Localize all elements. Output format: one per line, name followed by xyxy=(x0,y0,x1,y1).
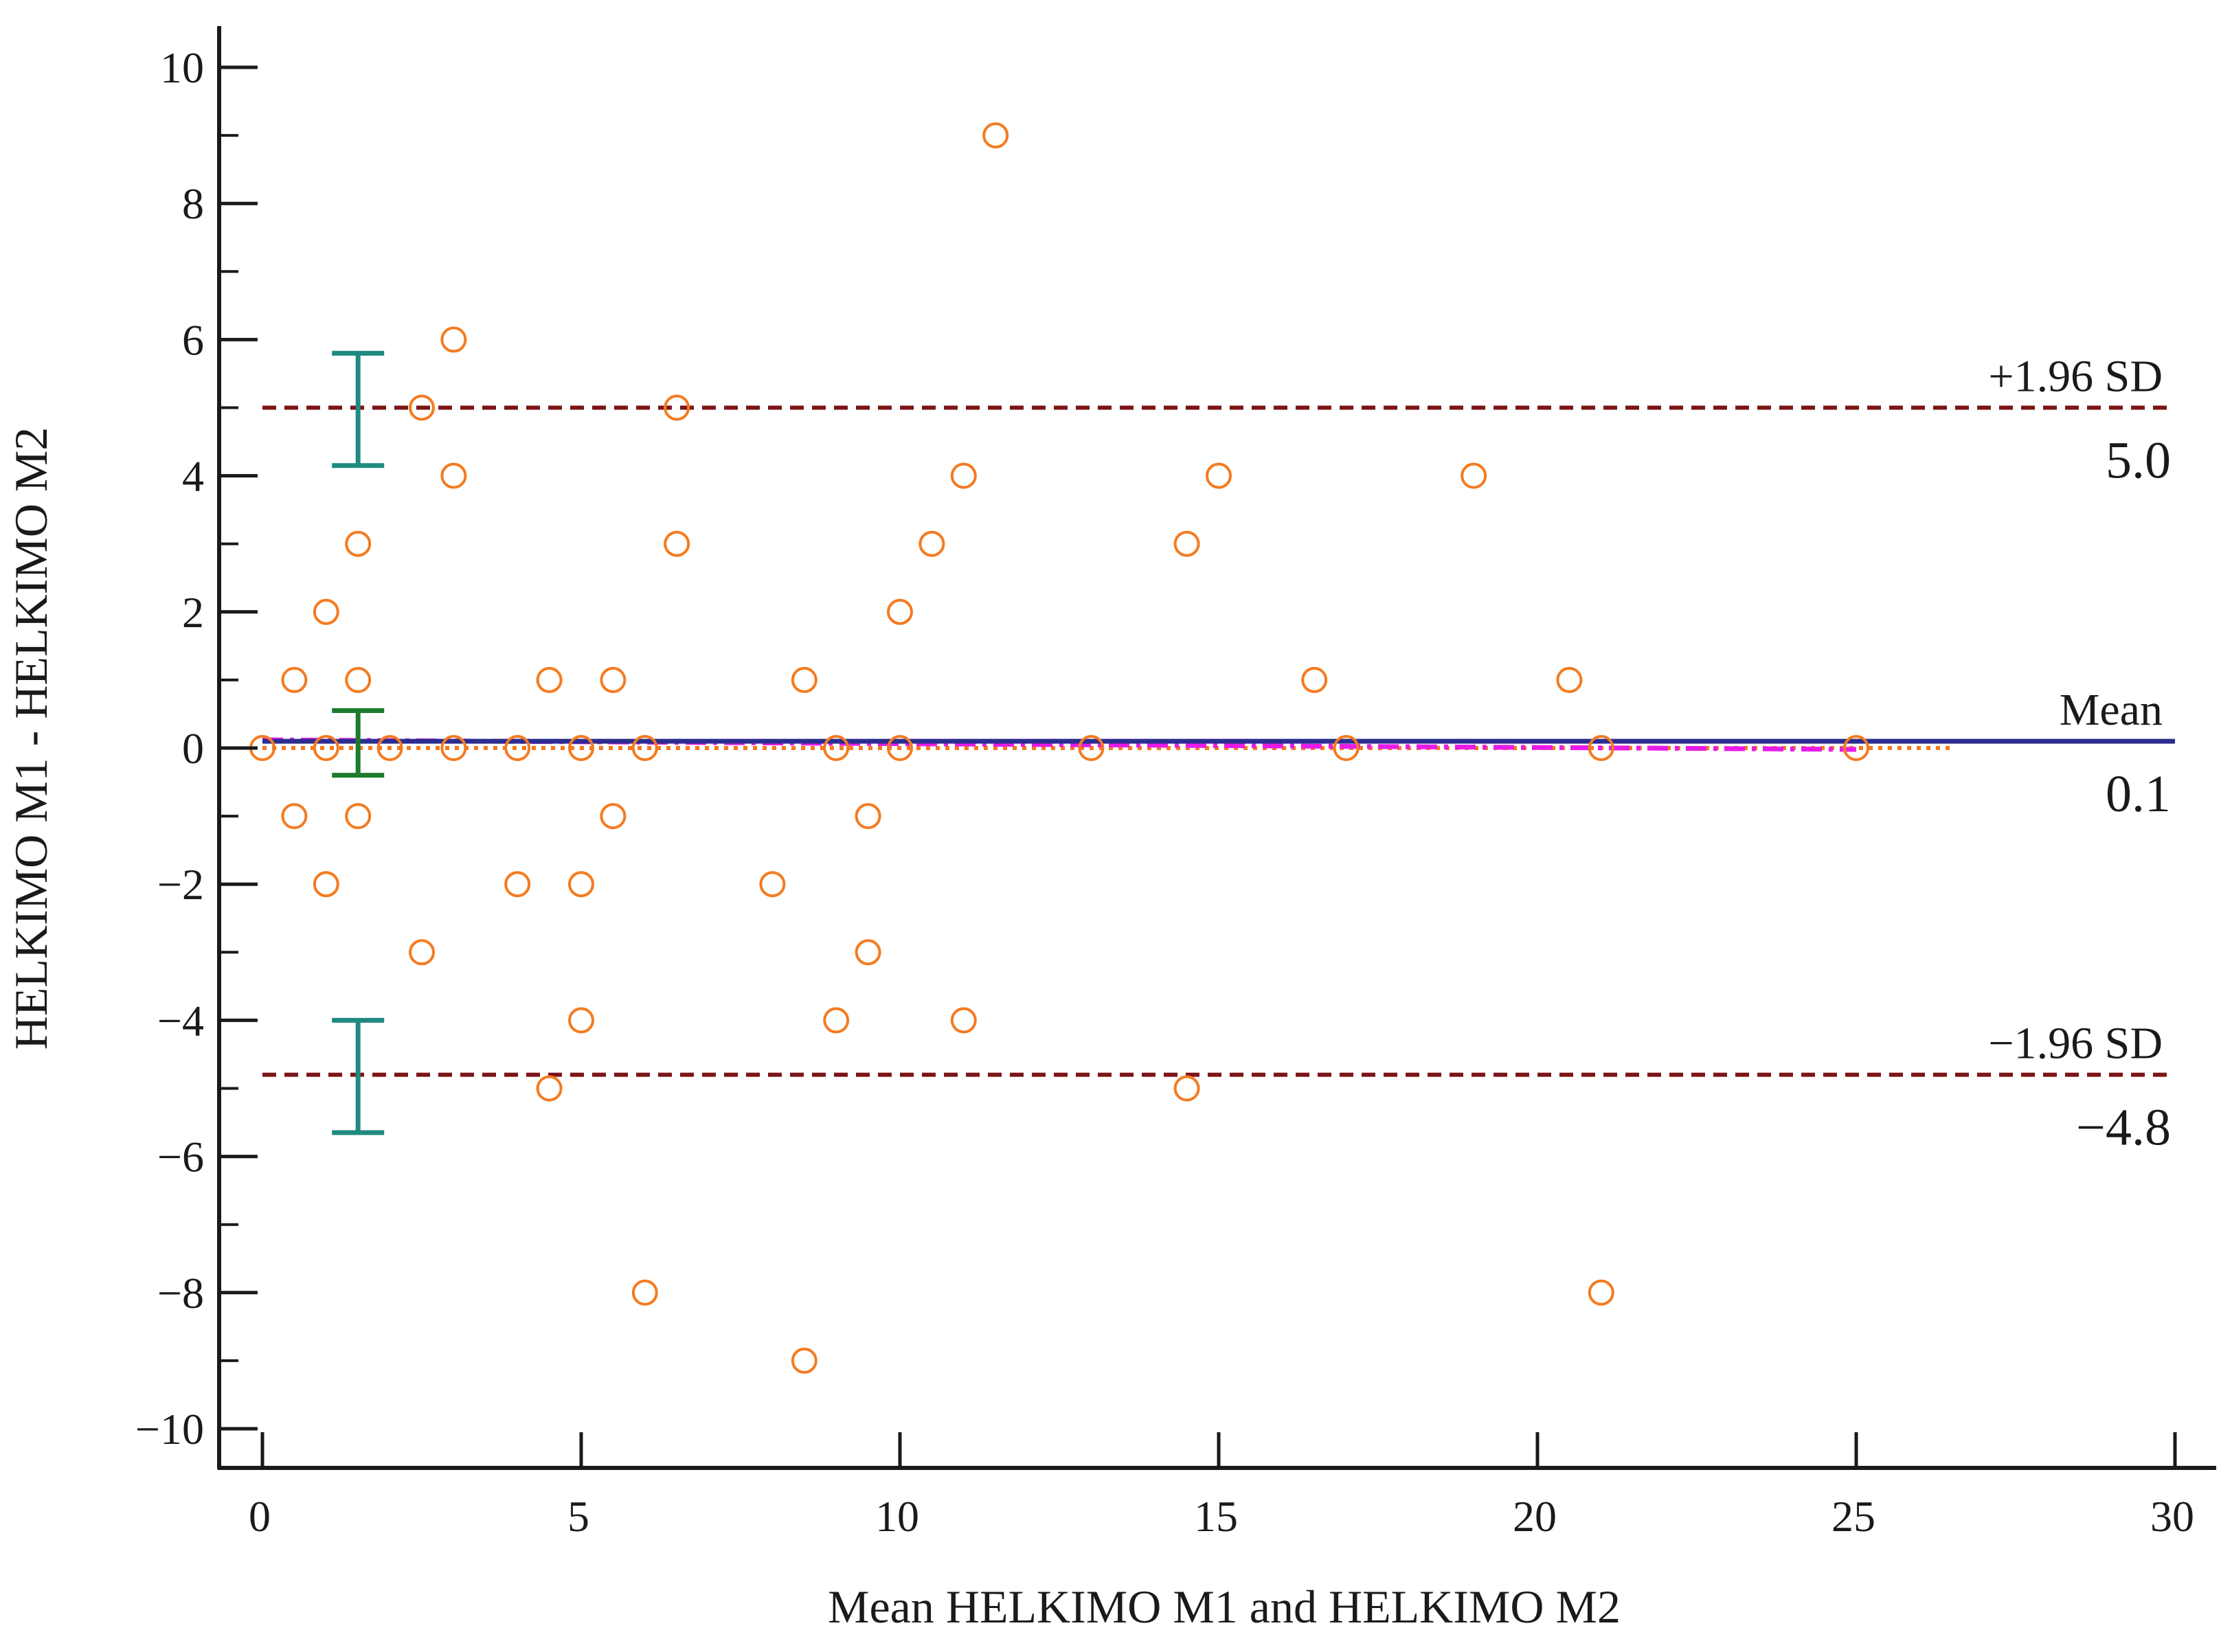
y-tick-label: −10 xyxy=(135,1405,204,1453)
data-point xyxy=(1301,666,1328,693)
data-point xyxy=(1588,1279,1614,1306)
data-point xyxy=(313,735,339,761)
upper-loa-ci xyxy=(332,350,385,468)
data-point xyxy=(1333,735,1360,761)
data-point xyxy=(440,462,467,489)
x-tick-label: 15 xyxy=(1194,1492,1238,1541)
y-tick-label: −4 xyxy=(157,996,204,1045)
data-point xyxy=(313,598,339,625)
data-point xyxy=(440,326,467,353)
data-point xyxy=(1843,735,1869,761)
mean-value: 0.1 xyxy=(2106,765,2171,823)
data-point xyxy=(1588,735,1614,761)
y-tick-label: 0 xyxy=(182,724,204,773)
x-tick-label: 25 xyxy=(1831,1492,1875,1541)
mean-ci xyxy=(332,708,385,778)
upper-loa-label: +1.96 SD xyxy=(1988,352,2163,402)
data-point xyxy=(950,1007,977,1034)
data-point xyxy=(918,530,945,557)
y-tick-label: 6 xyxy=(182,315,204,364)
data-point xyxy=(313,871,339,898)
x-tick-label: 30 xyxy=(2150,1492,2194,1541)
data-point xyxy=(759,871,786,898)
data-point xyxy=(600,666,627,693)
y-axis-title: HELKIMO M1 - HELKIMO M2 xyxy=(5,427,57,1050)
data-point xyxy=(600,803,627,830)
data-point xyxy=(1461,462,1487,489)
y-tick-label: 8 xyxy=(182,179,204,228)
data-point xyxy=(409,394,435,421)
y-tick-label: 4 xyxy=(182,452,204,501)
upper-loa-value: 5.0 xyxy=(2106,432,2171,490)
data-point xyxy=(345,666,372,693)
data-point xyxy=(887,735,913,761)
data-point xyxy=(504,871,531,898)
data-point xyxy=(823,735,850,761)
y-tick-label: −2 xyxy=(157,860,204,909)
data-point xyxy=(345,530,372,557)
data-point xyxy=(1078,735,1105,761)
x-tick-label: 0 xyxy=(249,1492,271,1541)
data-point xyxy=(281,803,308,830)
data-point xyxy=(982,122,1009,149)
data-point xyxy=(1206,462,1232,489)
data-point xyxy=(791,666,818,693)
data-point xyxy=(568,735,594,761)
data-point xyxy=(823,1007,850,1034)
data-point xyxy=(631,1279,658,1306)
x-axis-title: Mean HELKIMO M1 and HELKIMO M2 xyxy=(828,1581,1621,1633)
x-tick-label: 20 xyxy=(1513,1492,1557,1541)
x-tick-label: 5 xyxy=(567,1492,589,1541)
data-point xyxy=(791,1347,818,1374)
y-tick-label: −8 xyxy=(157,1269,204,1317)
data-point xyxy=(568,871,594,898)
data-point xyxy=(950,462,977,489)
x-tick-label: 10 xyxy=(875,1492,919,1541)
data-point xyxy=(887,598,913,625)
data-point xyxy=(536,666,563,693)
data-point xyxy=(1556,666,1583,693)
data-point xyxy=(1173,1075,1200,1102)
data-point xyxy=(345,803,372,830)
data-point xyxy=(664,530,690,557)
y-tick-label: 2 xyxy=(182,588,204,637)
data-point xyxy=(568,1007,594,1034)
data-point xyxy=(855,939,881,966)
data-point xyxy=(1173,530,1200,557)
data-point xyxy=(536,1075,563,1102)
data-point xyxy=(281,666,308,693)
data-point xyxy=(440,735,467,761)
data-point xyxy=(631,735,658,761)
mean-label: Mean xyxy=(2060,685,2163,735)
data-point xyxy=(409,939,435,966)
y-tick-label: −6 xyxy=(157,1133,204,1181)
y-tick-label: 10 xyxy=(160,43,204,92)
data-point xyxy=(376,735,403,761)
lower-loa-value: −4.8 xyxy=(2076,1099,2171,1157)
data-point xyxy=(664,394,690,421)
lower-loa-label: −1.96 SD xyxy=(1988,1019,2163,1069)
lower-loa-ci xyxy=(332,1017,385,1135)
data-point xyxy=(504,735,531,761)
data-point xyxy=(855,803,881,830)
